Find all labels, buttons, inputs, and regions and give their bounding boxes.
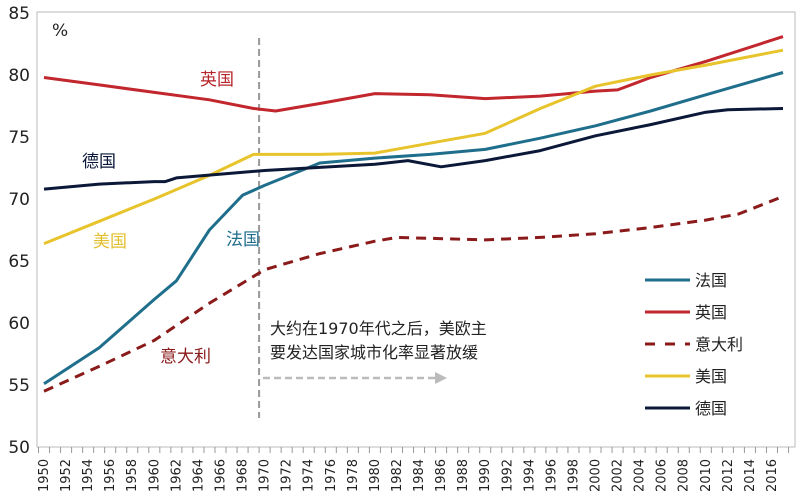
legend-label: 德国 xyxy=(695,399,727,418)
legend-label: 美国 xyxy=(695,367,727,386)
y-tick-label: 85 xyxy=(8,4,30,24)
x-tick-label: 1984 xyxy=(412,459,427,492)
x-tick-label: 1950 xyxy=(37,459,52,492)
x-tick-label: 1990 xyxy=(478,459,493,492)
y-tick-label: 80 xyxy=(8,66,30,86)
y-tick-label: 70 xyxy=(8,190,30,210)
label-italy: 意大利 xyxy=(160,347,211,367)
y-unit-label: % xyxy=(52,21,68,41)
y-tick-label: 65 xyxy=(8,252,30,272)
label-usa: 美国 xyxy=(93,232,127,252)
x-tick-label: 1978 xyxy=(346,459,361,492)
x-tick-label: 1980 xyxy=(368,459,383,492)
x-tick-label: 1986 xyxy=(434,459,449,492)
x-tick-label: 2012 xyxy=(721,459,736,492)
x-tick-label: 1966 xyxy=(213,459,228,492)
x-tick-label: 2006 xyxy=(655,459,670,492)
annotation-line2: 要发达国家城市化率显著放缓 xyxy=(270,343,478,362)
y-tick-label: 60 xyxy=(8,314,30,334)
legend-label: 英国 xyxy=(695,303,727,322)
x-tick-label: 1996 xyxy=(544,459,559,492)
x-tick-label: 2014 xyxy=(743,459,758,492)
x-tick-label: 2016 xyxy=(765,459,780,492)
x-tick-label: 1970 xyxy=(258,459,273,492)
x-tick-label: 1982 xyxy=(390,459,405,492)
x-tick-label: 1956 xyxy=(103,459,118,492)
x-tick-label: 2008 xyxy=(677,459,692,492)
x-tick-label: 2002 xyxy=(611,459,626,492)
x-tick-label: 1958 xyxy=(125,459,140,492)
x-tick-label: 2010 xyxy=(699,459,714,492)
plot-frame xyxy=(36,11,796,448)
x-axis: 1950 1952 1954 1956 1958 1960 1962 1964 1966 1968… xyxy=(37,447,790,492)
x-tick-label: 1992 xyxy=(500,459,515,492)
x-tick-label: 2004 xyxy=(633,459,648,492)
slowdown-arrow xyxy=(263,372,447,384)
x-tick-label: 1954 xyxy=(81,459,96,492)
series-line-1 xyxy=(43,35,784,113)
x-tick-label: 1988 xyxy=(456,459,471,492)
label-germany: 德国 xyxy=(82,152,116,172)
x-tick-label: 1968 xyxy=(236,459,251,492)
series-group xyxy=(43,35,784,393)
x-tick-label: 1962 xyxy=(169,459,184,492)
x-tick-label: 2000 xyxy=(589,459,604,492)
x-tick-label: 1974 xyxy=(302,459,317,492)
x-tick-label: 1998 xyxy=(566,459,581,492)
annotation-line1: 大约在1970年代之后，美欧主 xyxy=(270,319,487,338)
y-axis: 50 55 60 65 70 75 80 85 xyxy=(8,4,30,458)
x-tick-label: 1972 xyxy=(280,459,295,492)
x-tick-label: 1960 xyxy=(147,459,162,492)
y-tick-label: 50 xyxy=(8,438,30,458)
legend-label: 法国 xyxy=(695,271,727,290)
series-line-2 xyxy=(43,195,784,393)
series-line-0 xyxy=(43,71,784,386)
series-line-3 xyxy=(43,48,784,245)
label-france: 法国 xyxy=(226,230,260,250)
series-line-4 xyxy=(43,107,784,191)
x-tick-label: 1976 xyxy=(324,459,339,492)
x-tick-label: 1964 xyxy=(191,459,206,492)
x-tick-label: 1952 xyxy=(59,459,74,492)
x-tick-label: 1994 xyxy=(522,459,537,492)
legend-label: 意大利 xyxy=(695,335,743,354)
label-uk: 英国 xyxy=(200,70,234,90)
y-tick-label: 55 xyxy=(8,376,30,396)
y-tick-label: 75 xyxy=(8,128,30,148)
